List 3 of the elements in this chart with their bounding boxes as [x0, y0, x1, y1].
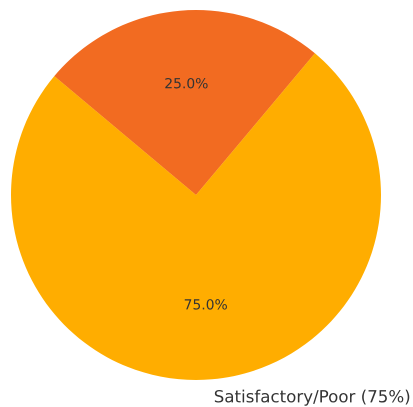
data-label: 75.0%: [184, 299, 227, 310]
data-label: 25.0%: [165, 78, 208, 88]
slice-label: Satisfactory/Poor (75%): [214, 390, 410, 406]
